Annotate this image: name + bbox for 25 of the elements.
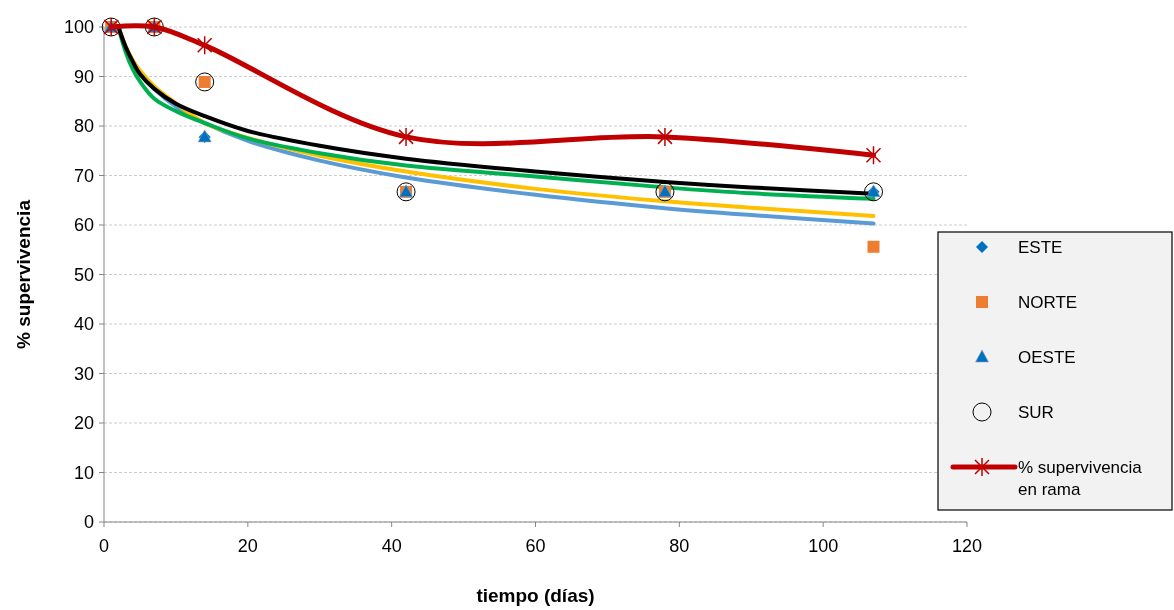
legend-label: % supervivencia en rama: [1018, 457, 1143, 500]
x-tick-label: 100: [808, 536, 839, 556]
legend-label: ESTE: [1018, 237, 1063, 257]
x-tick-label: 80: [669, 536, 690, 556]
y-tick-label: 90: [73, 66, 94, 87]
x-tick-label: 20: [237, 536, 258, 556]
x-axis-title: tiempo (días): [476, 585, 595, 606]
y-tick-label: 50: [73, 264, 94, 285]
y-tick-label: 80: [73, 116, 94, 137]
y-tick-label: 40: [73, 314, 94, 335]
y-tick-label: 60: [73, 215, 94, 236]
y-tick-label: 100: [63, 17, 94, 38]
legend-label: OESTE: [1018, 347, 1076, 367]
legend-label: NORTE: [1018, 292, 1078, 312]
y-tick-label: 0: [83, 512, 94, 533]
x-tick-label: 0: [98, 536, 110, 556]
y-tick-label: 10: [73, 462, 94, 483]
y-tick-label: 70: [73, 165, 94, 186]
y-tick-label: 20: [73, 413, 94, 434]
y-axis-title: % supervivencia: [13, 199, 34, 349]
x-tick-label: 40: [381, 536, 402, 556]
x-tick-label: 60: [525, 536, 546, 556]
x-tick-label: 120: [951, 536, 983, 556]
legend-label: SUR: [1018, 402, 1054, 422]
y-tick-label: 30: [73, 363, 94, 384]
